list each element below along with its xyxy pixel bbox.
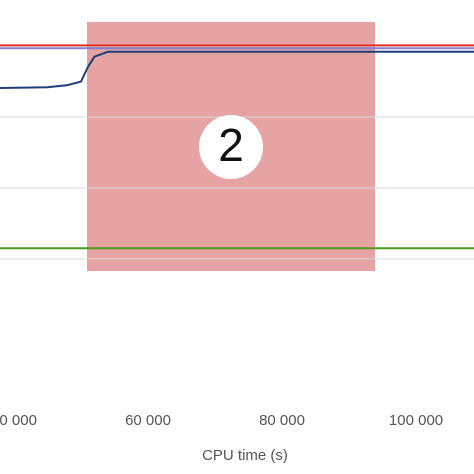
x-tick-label: 60 000 xyxy=(125,412,171,429)
x-tick-label: 40 000 xyxy=(0,412,37,429)
x-tick-label: 100 000 xyxy=(389,412,443,429)
annotation-label: 2 xyxy=(218,119,244,171)
x-tick-label: 80 000 xyxy=(259,412,305,429)
series-line xyxy=(0,50,474,89)
x-axis-label: CPU time (s) xyxy=(202,447,288,464)
annotation-badge xyxy=(199,115,263,179)
